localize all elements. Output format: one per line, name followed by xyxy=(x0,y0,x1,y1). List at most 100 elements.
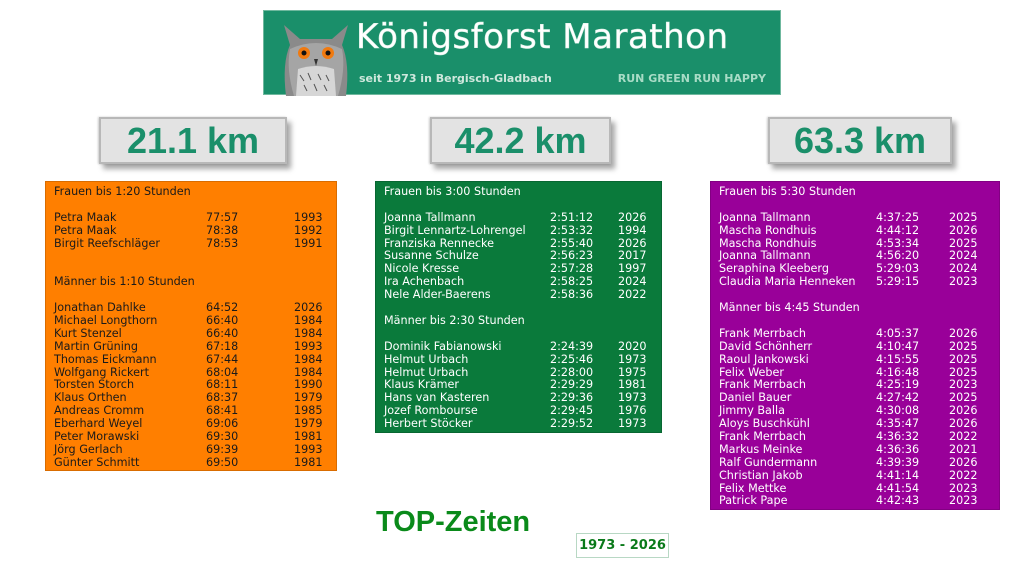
finish-time: 4:44:12 xyxy=(876,223,920,237)
result-row: Eberhard Weyel 69:06 1979 xyxy=(54,417,328,431)
race-year: 2026 xyxy=(294,301,323,315)
result-row: David Schönherr 4:10:47 2025 xyxy=(719,340,991,354)
finish-time: 64:52 xyxy=(206,301,239,315)
race-year: 1984 xyxy=(294,326,323,340)
runner-name: Petra Maak xyxy=(54,223,117,237)
runner-name: Patrick Pape xyxy=(719,494,788,508)
result-row: Thomas Eickmann 67:44 1984 xyxy=(54,352,328,367)
finish-time: 4:05:37 xyxy=(876,326,920,340)
result-row: Jimmy Balla 4:30:08 2026 xyxy=(719,404,991,418)
race-year: 1973 xyxy=(618,352,647,366)
race-year: 1979 xyxy=(294,391,323,405)
runner-name: Thomas Eickmann xyxy=(54,352,157,366)
result-row: Birgit Reefschläger 78:53 1991 xyxy=(54,236,328,251)
finish-time: 4:30:08 xyxy=(876,404,920,418)
race-year: 1985 xyxy=(294,404,323,418)
result-row: Claudia Maria Henneken 5:29:15 2023 xyxy=(719,275,991,289)
finish-time: 69:50 xyxy=(206,455,239,469)
finish-time: 2:58:36 xyxy=(550,288,594,302)
result-row: Helmut Urbach 2:25:46 1973 xyxy=(384,352,653,367)
finish-time: 2:24:39 xyxy=(550,339,594,353)
page-title: TOP-Zeiten xyxy=(376,506,531,538)
result-row: Nele Alder-Baerens 2:58:36 2022 xyxy=(384,288,653,302)
result-row: Wolfgang Rickert 68:04 1984 xyxy=(54,365,328,380)
result-row: Ira Achenbach 2:58:25 2024 xyxy=(384,275,653,289)
race-year: 2024 xyxy=(949,249,978,263)
result-row: Christian Jakob 4:41:14 2022 xyxy=(719,468,991,483)
runner-name: Frank Merrbach xyxy=(719,429,806,443)
result-row: Kurt Stenzel 66:40 1984 xyxy=(54,326,328,341)
result-row: Seraphina Kleeberg 5:29:03 2024 xyxy=(719,262,991,276)
finish-time: 4:41:14 xyxy=(876,468,920,482)
result-row: Peter Morawski 69:30 1981 xyxy=(54,429,328,444)
result-row: Mascha Rondhuis 4:44:12 2026 xyxy=(719,223,991,238)
runner-name: Felix Weber xyxy=(719,365,784,379)
half-women-list: Petra Maak 77:57 1993 Petra Maak 78:38 1992 Bi… xyxy=(54,210,328,251)
finish-time: 78:38 xyxy=(206,223,239,237)
owl-icon xyxy=(284,25,348,96)
runner-name: Helmut Urbach xyxy=(384,365,469,379)
half-women-heading: Frauen bis 1:20 Stunden xyxy=(54,185,191,198)
finish-time: 2:56:23 xyxy=(550,249,594,263)
result-row: Patrick Pape 4:42:43 2023 xyxy=(719,495,991,508)
ultra-women-list: Joanna Tallmann 4:37:25 2025 Mascha Rondhui… xyxy=(719,211,991,289)
runner-name: Daniel Bauer xyxy=(719,391,792,405)
race-year: 2026 xyxy=(618,210,647,224)
runner-name: Petra Maak xyxy=(54,210,117,224)
result-row: Jozef Rombourse 2:29:45 1976 xyxy=(384,404,653,418)
runner-name: Felix Mettke xyxy=(719,481,787,495)
result-row: Michael Longthorn 66:40 1984 xyxy=(54,314,328,328)
runner-name: Christian Jakob xyxy=(719,468,803,482)
race-year: 1990 xyxy=(294,378,323,392)
race-year: 2026 xyxy=(949,404,978,418)
runner-name: Joanna Tallmann xyxy=(719,249,811,263)
finish-time: 4:25:19 xyxy=(876,378,920,392)
race-year: 2020 xyxy=(618,339,647,353)
marathon-women-list: Joanna Tallmann 2:51:12 2026 Birgit Lennart… xyxy=(384,210,653,302)
race-year: 1975 xyxy=(618,365,647,379)
finish-time: 2:29:52 xyxy=(550,417,594,431)
runner-name: Frank Merrbach xyxy=(719,378,806,392)
runner-name: Mascha Rondhuis xyxy=(719,223,817,237)
result-row: Klaus Orthen 68:37 1979 xyxy=(54,391,328,405)
runner-name: Eberhard Weyel xyxy=(54,417,143,431)
race-year: 1973 xyxy=(618,391,647,405)
runner-name: Herbert Stöcker xyxy=(384,417,473,431)
finish-time: 4:39:39 xyxy=(876,455,920,469)
finish-time: 69:30 xyxy=(206,429,239,443)
marathon-men-heading: Männer bis 2:30 Stunden xyxy=(384,313,525,327)
race-year: 1984 xyxy=(294,365,323,379)
runner-name: Nele Alder-Baerens xyxy=(384,288,491,302)
result-row: Ralf Gundermann 4:39:39 2026 xyxy=(719,455,991,470)
runner-name: Susanne Schulze xyxy=(384,249,479,263)
runner-name: Frank Merrbach xyxy=(719,326,806,340)
finish-time: 78:53 xyxy=(206,236,239,250)
race-year: 1981 xyxy=(618,378,647,392)
result-row: Torsten Storch 68:11 1990 xyxy=(54,379,328,392)
runner-name: Birgit Reefschläger xyxy=(54,236,160,250)
result-row: Petra Maak 77:57 1993 xyxy=(54,210,328,225)
race-year: 2025 xyxy=(949,352,978,366)
race-year: 2024 xyxy=(618,275,647,289)
result-row: Klaus Krämer 2:29:29 1981 xyxy=(384,378,653,392)
result-row: Frank Merrbach 4:25:19 2023 xyxy=(719,378,991,392)
race-year: 2022 xyxy=(618,288,647,302)
result-row: Felix Weber 4:16:48 2025 xyxy=(719,365,991,380)
race-year: 2021 xyxy=(949,442,978,456)
finish-time: 2:55:40 xyxy=(550,236,594,250)
race-year: 1984 xyxy=(294,352,323,366)
result-row: Andreas Cromm 68:41 1985 xyxy=(54,404,328,418)
race-year: 2026 xyxy=(949,223,978,237)
race-year: 2022 xyxy=(949,468,978,482)
finish-time: 5:29:03 xyxy=(876,262,920,276)
result-row: Joanna Tallmann 4:37:25 2025 xyxy=(719,211,991,225)
runner-name: Günter Schmitt xyxy=(54,455,140,469)
race-year: 1991 xyxy=(294,236,323,250)
runner-name: Klaus Krämer xyxy=(384,378,459,392)
ultra-women-heading: Frauen bis 5:30 Stunden xyxy=(719,185,856,198)
finish-time: 2:25:46 xyxy=(550,352,594,366)
marathon-panel: Frauen bis 3:00 Stunden Joanna Tallmann 2… xyxy=(375,181,662,433)
runner-name: Jonathan Dahlke xyxy=(54,301,146,315)
finish-time: 2:57:28 xyxy=(550,262,594,276)
finish-time: 4:41:54 xyxy=(876,481,920,495)
